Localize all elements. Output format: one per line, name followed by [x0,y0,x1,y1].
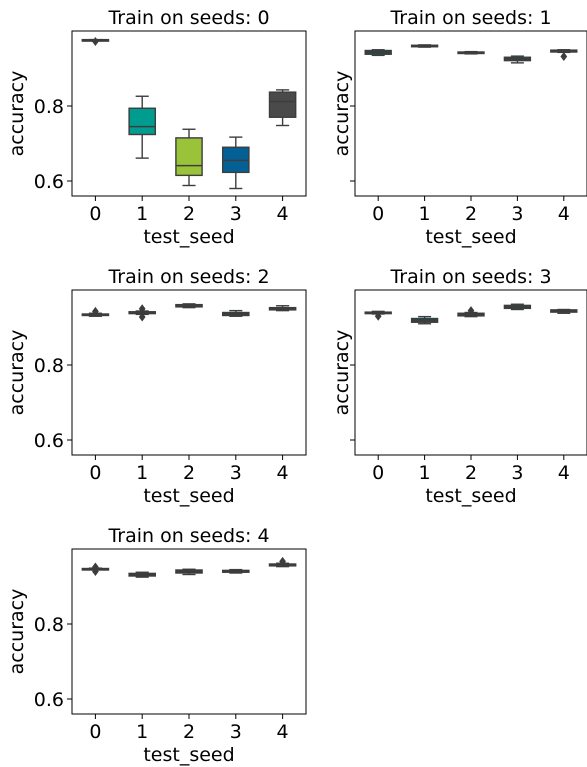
y-axis-label: accuracy [6,71,28,157]
box-3 [503,55,532,64]
chart-title: Train on seeds: 1 [389,7,551,29]
box-3 [221,309,250,317]
x-axis-label: test_seed [425,226,516,248]
x-tick-label: 1 [136,721,148,743]
x-tick-label: 3 [511,203,523,225]
box-4 [268,89,297,127]
box-0 [364,310,392,321]
x-tick-label: 1 [419,203,431,225]
box-body [268,91,297,118]
outlier-point [138,304,146,314]
x-axis-label: test_seed [143,485,234,507]
chart-panel-1: Train on seeds: 1 0 1 2 3 4 test_seed accuracy [331,7,587,248]
box-3 [221,568,250,574]
box-1 [128,571,157,578]
box-0 [364,49,392,57]
x-tick-label: 3 [511,462,523,484]
y-tick-label: 0.6 [34,171,64,193]
x-tick-label: 3 [230,721,242,743]
box-1 [128,95,157,159]
box-0 [81,306,110,317]
y-axis-label: accuracy [331,330,353,416]
box-1 [410,44,439,48]
y-tick-label: 0.8 [34,355,64,377]
outlier-point [92,306,99,316]
y-tick-label: 0.6 [34,689,64,711]
outlier-point [138,312,146,322]
x-tick-label: 2 [465,462,477,484]
box-0 [81,562,110,576]
box-2 [175,568,203,576]
x-tick-label: 1 [136,203,148,225]
x-tick-label: 4 [277,203,289,225]
x-tick-label: 4 [558,462,570,484]
box-2 [175,128,203,187]
x-tick-label: 4 [558,203,570,225]
box-3 [503,303,532,311]
outlier-point [279,556,286,566]
y-tick-label: 0.8 [34,614,64,636]
y-tick-label: 0.8 [34,96,64,118]
x-tick-label: 0 [372,462,384,484]
chart-panel-3: Train on seeds: 3 0 1 2 3 4 test_seed accuracy [331,266,587,507]
y-axis-label: accuracy [331,71,353,157]
x-axis-label: test_seed [143,744,234,766]
x-tick-label: 2 [465,203,477,225]
chart-title: Train on seeds: 3 [389,266,551,288]
outlier-point [92,562,99,572]
x-tick-label: 1 [419,462,431,484]
chart-panel-4: Train on seeds: 4 0 1 2 3 4 0.6 0.8 test_seed acc… [6,525,307,766]
outlier-point [560,52,568,61]
box-2 [457,50,485,55]
plot-frame [354,30,587,197]
outlier-point [467,306,475,316]
x-tick-label: 0 [89,203,101,225]
x-tick-label: 0 [372,203,384,225]
box-4 [550,308,578,314]
box-4 [268,556,297,568]
chart-title: Train on seeds: 4 [107,525,269,547]
chart-title: Train on seeds: 0 [107,7,269,29]
x-tick-label: 0 [89,462,101,484]
outlier-point [374,311,382,321]
y-tick-label: 0.6 [34,430,64,452]
outlier-point [92,37,99,46]
chart-panel-2: Train on seeds: 2 0 1 2 3 4 0.6 0.8 test_seed acc… [6,266,307,507]
x-tick-label: 4 [277,462,289,484]
x-tick-label: 2 [183,462,195,484]
x-tick-label: 4 [277,721,289,743]
chart-title: Train on seeds: 2 [107,266,269,288]
x-axis-label: test_seed [425,485,516,507]
box-2 [175,303,203,309]
box-1 [410,315,439,325]
x-tick-label: 1 [136,462,148,484]
x-tick-label: 2 [183,203,195,225]
y-axis-label: accuracy [6,330,28,416]
box-4 [550,49,578,61]
x-tick-label: 3 [230,203,242,225]
box-1 [128,304,157,322]
box-0 [81,37,110,46]
x-tick-label: 2 [183,721,195,743]
x-tick-label: 3 [230,462,242,484]
box-body [175,137,203,177]
x-tick-label: 0 [89,721,101,743]
x-axis-label: test_seed [143,226,234,248]
box-2 [457,306,485,318]
chart-panel-0: Train on seeds: 0 0 1 2 3 4 0.6 0.8 test_seed acc… [6,7,307,248]
box-3 [221,136,250,190]
box-body [128,107,157,136]
y-axis-label: accuracy [6,589,28,675]
box-4 [268,305,297,312]
